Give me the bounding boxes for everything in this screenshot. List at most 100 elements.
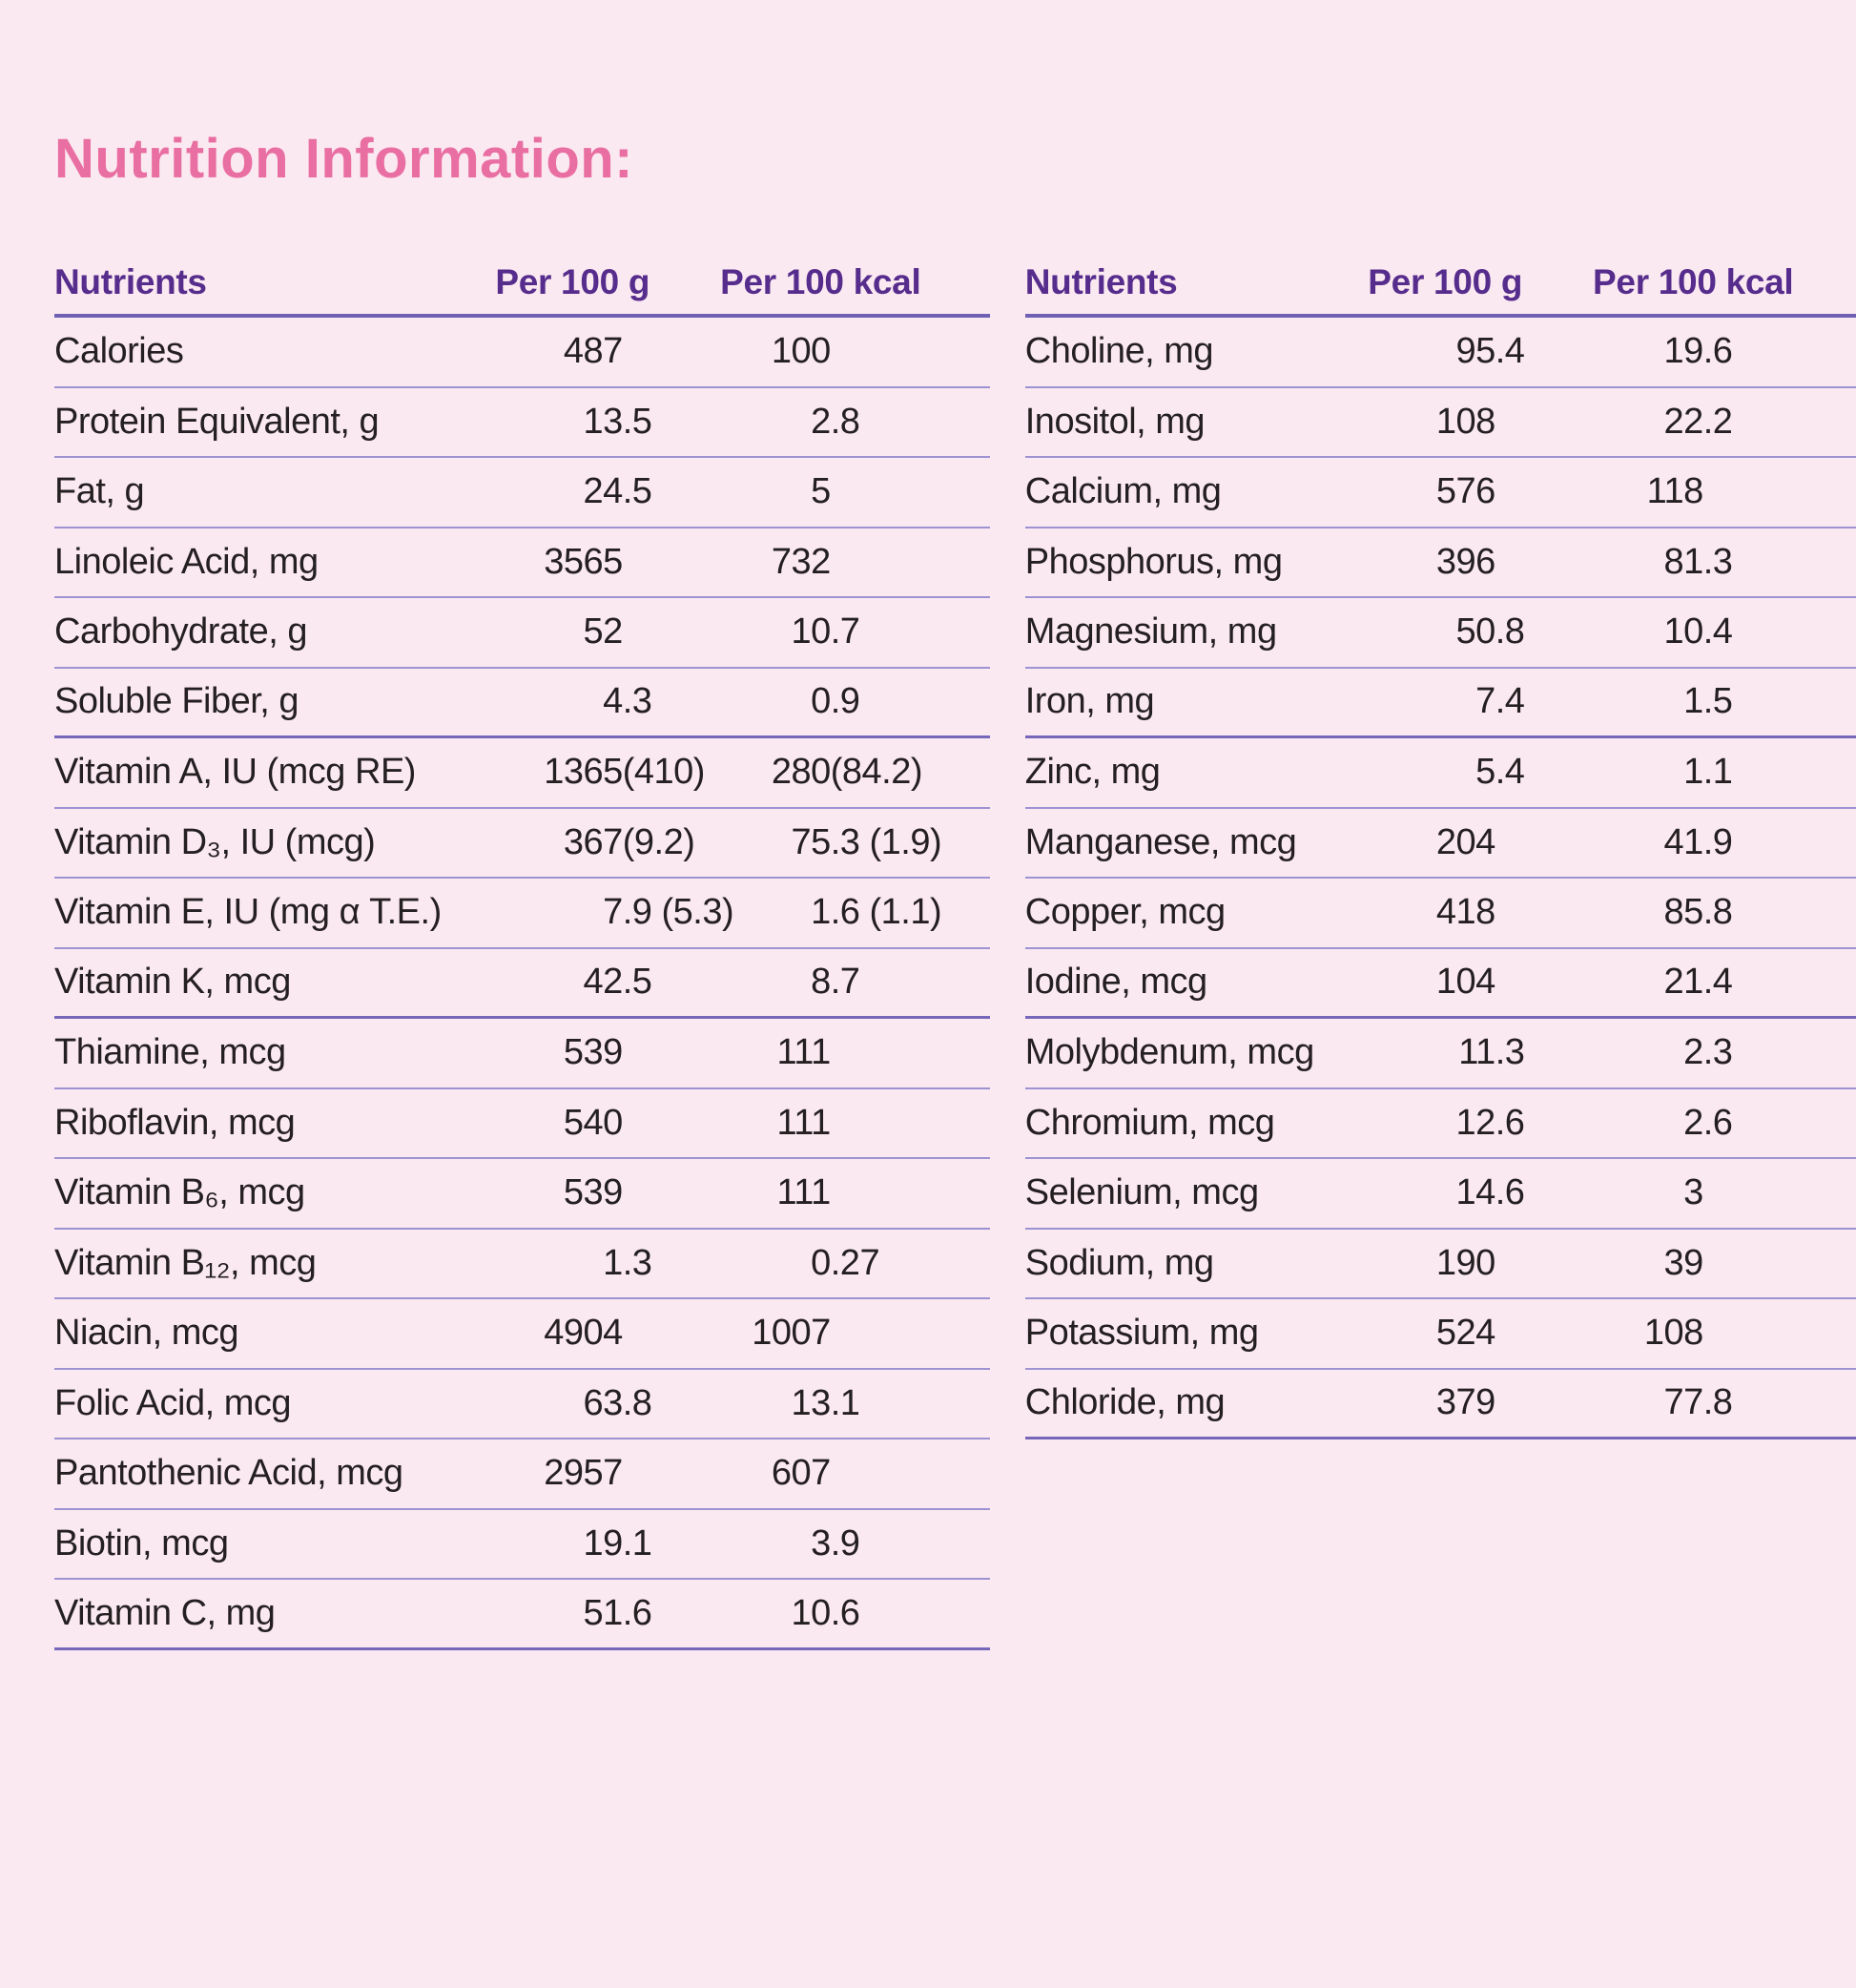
value-per-100kcal: 732 bbox=[771, 541, 831, 582]
value-per-100kcal: 607 bbox=[771, 1453, 831, 1494]
table-row: Vitamin B₁₂, mcg 1.3 0.27 bbox=[54, 1230, 990, 1299]
value-per-100g: 1365 (410) bbox=[544, 752, 705, 793]
nutrient-name: Iodine, mcg bbox=[1024, 962, 1207, 1003]
nutrient-name: Iron, mg bbox=[1024, 681, 1155, 722]
value-per-100g: 487 bbox=[563, 331, 623, 372]
table-row: Pantothenic Acid, mcg 2957 607 bbox=[54, 1439, 990, 1510]
col-header-per-100g: Per 100 g bbox=[495, 261, 650, 301]
value-per-100kcal: 13.1 bbox=[791, 1382, 860, 1423]
table-row: Protein Equivalent, g 13.5 2.8 bbox=[54, 388, 990, 458]
nutrient-name: Biotin, mcg bbox=[54, 1522, 229, 1563]
nutrient-name: Chloride, mg bbox=[1024, 1382, 1226, 1423]
value-per-100g: 51.6 bbox=[583, 1592, 652, 1633]
value-per-100g: 576 bbox=[1435, 471, 1495, 512]
value-per-100g: 5.4 bbox=[1475, 752, 1525, 793]
value-per-100kcal: 10.7 bbox=[791, 611, 860, 652]
nutrient-name: Manganese, mcg bbox=[1024, 821, 1297, 862]
table-row: Copper, mcg 418 85.8 bbox=[1024, 879, 1856, 949]
nutrition-table-left: Nutrients Per 100 g Per 100 kcal Calorie… bbox=[54, 250, 990, 1650]
value-per-100g: 204 bbox=[1435, 821, 1495, 862]
nutrient-name: Magnesium, mg bbox=[1024, 611, 1277, 652]
value-per-100kcal: 111 bbox=[776, 1032, 831, 1073]
value-per-100kcal: 3 bbox=[1683, 1172, 1703, 1213]
nutrient-name: Protein Equivalent, g bbox=[54, 401, 380, 442]
table-row: Soluble Fiber, g 4.3 0.9 bbox=[54, 669, 990, 738]
value-per-100kcal: 22.2 bbox=[1663, 401, 1733, 442]
nutrient-name: Folic Acid, mcg bbox=[54, 1382, 292, 1423]
table-row: Vitamin D₃, IU (mcg) 367 (9.2) 75.3 (1.9) bbox=[54, 809, 990, 879]
nutrient-name: Zinc, mg bbox=[1024, 752, 1161, 793]
value-per-100kcal: 39 bbox=[1663, 1242, 1703, 1283]
table-row: Calories 487 100 bbox=[54, 318, 990, 388]
table-row: Vitamin K, mcg 42.5 8.7 bbox=[54, 949, 990, 1019]
table-row: Zinc, mg 5.4 1.1 bbox=[1024, 738, 1856, 809]
table-row: Selenium, mcg 14.6 3 bbox=[1024, 1159, 1856, 1230]
col-header-per-100kcal: Per 100 kcal bbox=[1593, 261, 1794, 301]
value-per-100kcal: 10.6 bbox=[791, 1592, 860, 1633]
table-header-row: Nutrients Per 100 g Per 100 kcal bbox=[54, 250, 990, 318]
nutrient-name: Niacin, mcg bbox=[54, 1313, 238, 1354]
value-per-100g: 13.5 bbox=[583, 401, 652, 442]
value-per-100kcal: 21.4 bbox=[1663, 962, 1733, 1003]
table-row: Niacin, mcg 4904 1007 bbox=[54, 1299, 990, 1370]
nutrient-name: Carbohydrate, g bbox=[54, 611, 307, 652]
table-row: Biotin, mcg 19.1 3.9 bbox=[54, 1510, 990, 1580]
table-row: Thiamine, mcg 539 111 bbox=[54, 1019, 990, 1089]
value-per-100kcal: 2.8 bbox=[811, 401, 860, 442]
nutrient-name: Calories bbox=[54, 331, 184, 372]
value-per-100kcal: 85.8 bbox=[1663, 892, 1733, 933]
nutrition-information-panel: Nutrition Information: Nutrients Per 100… bbox=[0, 132, 1856, 1650]
value-per-100kcal: 2.3 bbox=[1683, 1032, 1733, 1073]
table-row: Magnesium, mg 50.8 10.4 bbox=[1024, 598, 1856, 669]
page-title: Nutrition Information: bbox=[54, 128, 634, 190]
value-per-100kcal: 0.27 bbox=[811, 1242, 880, 1283]
table-row: Vitamin C, mg 51.6 10.6 bbox=[54, 1580, 990, 1650]
value-per-100kcal: 77.8 bbox=[1663, 1382, 1733, 1423]
nutrition-table-right: Nutrients Per 100 g Per 100 kcal Choline… bbox=[1024, 250, 1856, 1439]
table-header-row: Nutrients Per 100 g Per 100 kcal bbox=[1024, 250, 1856, 318]
value-per-100kcal: 0.9 bbox=[811, 681, 860, 722]
value-per-100kcal: 81.3 bbox=[1663, 541, 1733, 582]
value-per-100g: 1.3 bbox=[603, 1242, 652, 1283]
value-per-100g: 104 bbox=[1435, 962, 1495, 1003]
value-per-100g: 63.8 bbox=[583, 1382, 652, 1423]
value-per-100kcal: 111 bbox=[776, 1172, 831, 1213]
value-per-100kcal: 108 bbox=[1643, 1313, 1703, 1354]
nutrient-name: Chromium, mcg bbox=[1024, 1102, 1275, 1143]
value-per-100g: 12.6 bbox=[1455, 1102, 1525, 1143]
value-per-100g: 190 bbox=[1435, 1242, 1495, 1283]
value-per-100g: 4904 bbox=[544, 1313, 623, 1354]
table-row: Vitamin B₆, mcg 539 111 bbox=[54, 1159, 990, 1230]
nutrient-name: Choline, mg bbox=[1024, 331, 1214, 372]
tables-container: Nutrients Per 100 g Per 100 kcal Calorie… bbox=[54, 250, 1856, 1650]
value-per-100kcal: 2.6 bbox=[1683, 1102, 1733, 1143]
value-per-100g: 540 bbox=[563, 1102, 623, 1143]
table-row: Linoleic Acid, mg 3565 732 bbox=[54, 528, 990, 598]
value-per-100g: 42.5 bbox=[583, 962, 652, 1003]
value-per-100kcal: 118 bbox=[1646, 471, 1704, 512]
nutrient-name: Fat, g bbox=[54, 471, 145, 512]
value-per-100g: 418 bbox=[1435, 892, 1495, 933]
value-per-100kcal: 3.9 bbox=[811, 1522, 860, 1563]
table-row: Choline, mg 95.4 19.6 bbox=[1024, 318, 1856, 388]
table-body: Choline, mg 95.4 19.6 Inositol, mg 108 22.2 Ca… bbox=[1024, 318, 1856, 1439]
value-per-100g: 108 bbox=[1435, 401, 1495, 442]
nutrient-name: Potassium, mg bbox=[1024, 1313, 1259, 1354]
nutrient-name: Vitamin B₁₂, mcg bbox=[54, 1242, 317, 1283]
value-per-100kcal: 10.4 bbox=[1663, 611, 1733, 652]
nutrient-name: Vitamin E, IU (mg α T.E.) bbox=[54, 892, 442, 933]
nutrient-name: Riboflavin, mcg bbox=[54, 1102, 296, 1143]
value-per-100g: 24.5 bbox=[583, 471, 652, 512]
nutrient-name: Phosphorus, mg bbox=[1024, 541, 1283, 582]
value-per-100g: 539 bbox=[563, 1172, 623, 1213]
table-row: Riboflavin, mcg 540 111 bbox=[54, 1089, 990, 1159]
value-per-100g: 396 bbox=[1435, 541, 1495, 582]
table-row: Folic Acid, mcg 63.8 13.1 bbox=[54, 1370, 990, 1439]
value-per-100g: 11.3 bbox=[1458, 1032, 1525, 1073]
col-header-nutrients: Nutrients bbox=[1024, 261, 1178, 301]
table-row: Fat, g 24.5 5 bbox=[54, 458, 990, 528]
value-per-100kcal: 19.6 bbox=[1663, 331, 1733, 372]
table-row: Inositol, mg 108 22.2 bbox=[1024, 388, 1856, 458]
nutrient-name: Linoleic Acid, mg bbox=[54, 541, 319, 582]
col-header-per-100g: Per 100 g bbox=[1368, 261, 1523, 301]
